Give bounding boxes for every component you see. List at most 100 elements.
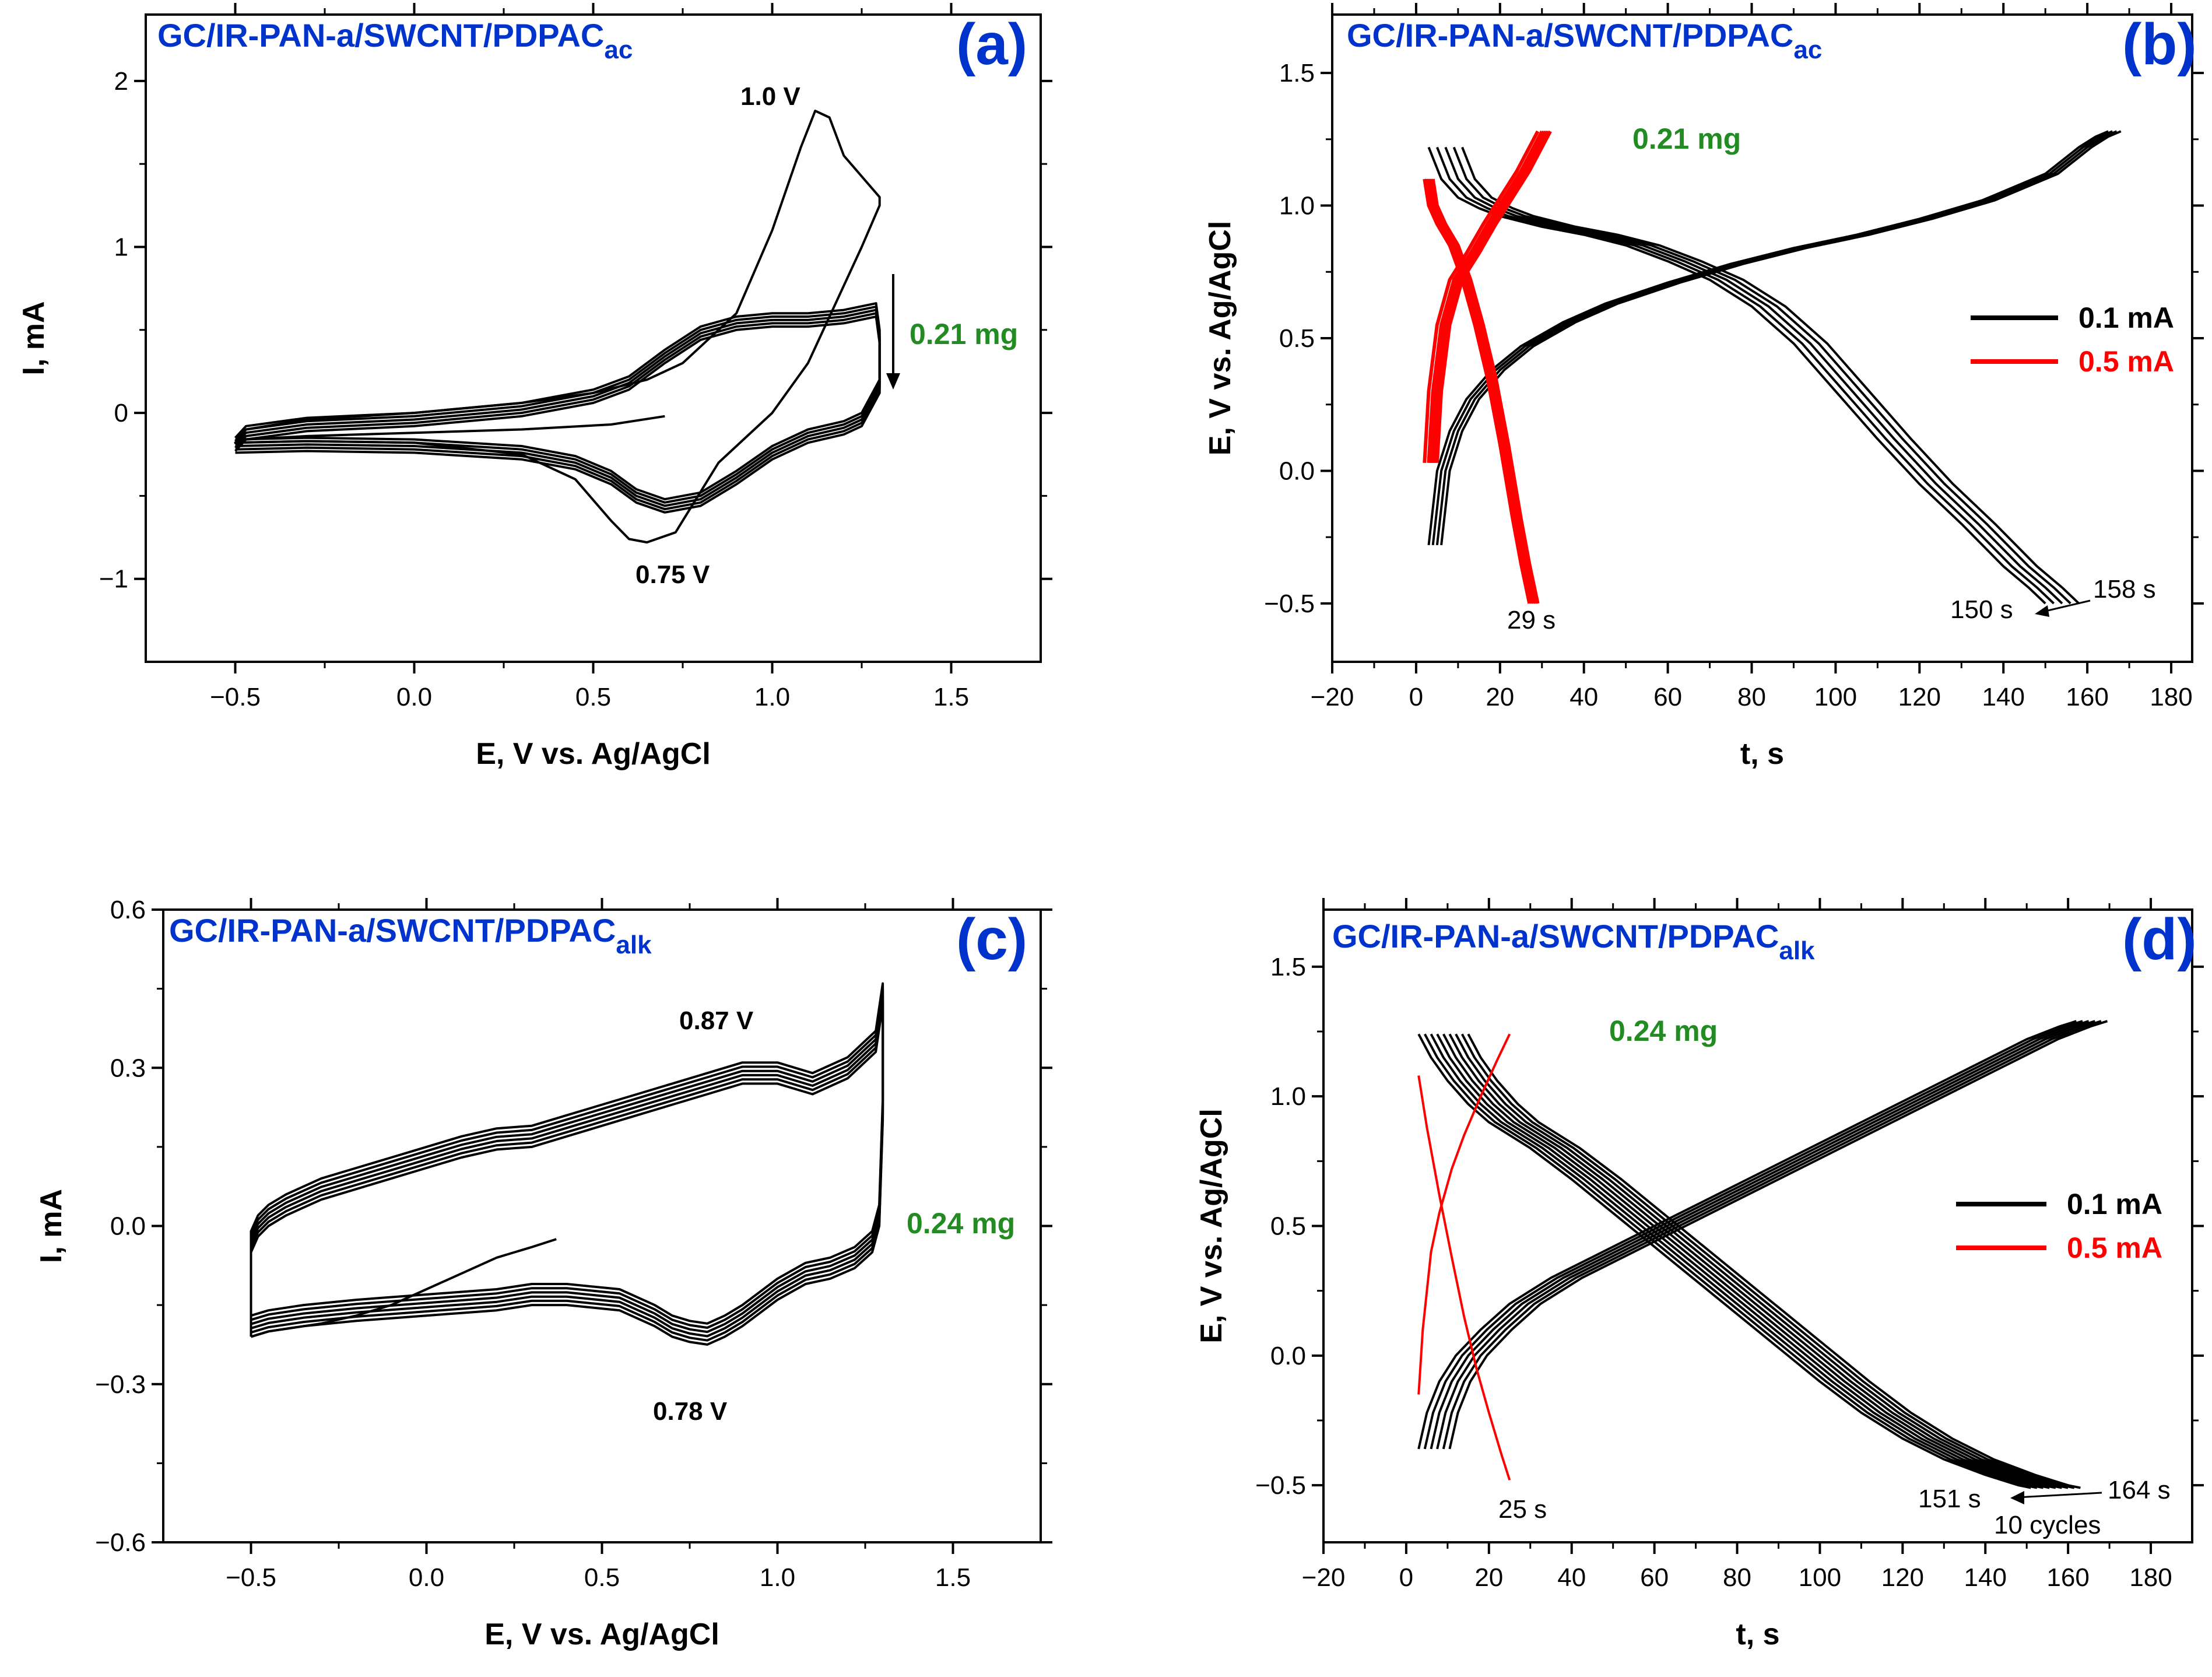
panel-d-label: (d) [2122, 907, 2197, 972]
y-tick-label: 1.5 [1270, 953, 1306, 981]
series-line [1424, 1033, 2038, 1489]
series-line [1427, 130, 1544, 463]
y-tick-label: −0.5 [1264, 590, 1315, 618]
time-label-start: 151 s [1918, 1485, 1981, 1513]
y-tick-label: 1.0 [1279, 192, 1315, 220]
series-line [1424, 178, 1533, 604]
series-line [1435, 130, 2118, 546]
legend-label-0.1mA: 0.1 mA [2078, 301, 2174, 334]
series-line [1436, 1020, 2095, 1450]
mass-label: 0.24 mg [1609, 1015, 1718, 1047]
series-line [1461, 146, 2080, 605]
series-line [1429, 130, 1546, 463]
y-tick-label: −0.3 [95, 1370, 146, 1399]
peak-anodic-label: 0.87 V [679, 1006, 754, 1035]
cycles-label: 10 cycles [1994, 1511, 2101, 1539]
series-line [1427, 146, 2046, 605]
x-axis-label: t, s [1740, 737, 1784, 771]
series-line [1431, 130, 1548, 463]
series-line [234, 305, 881, 504]
y-tick-label: 0.0 [1270, 1342, 1306, 1370]
series-line [1455, 1033, 2069, 1489]
series-line [250, 991, 884, 1334]
y-axis-label: E, V vs. Ag/AgCl [1203, 221, 1237, 456]
x-tick-label: 0.0 [396, 683, 432, 711]
time-label-fast: 25 s [1498, 1495, 1547, 1524]
series-line [1417, 1033, 2031, 1489]
series-line [1435, 130, 1552, 463]
panel-d: −20 0 20 40 60 80 100 120 140 160 180 −0.5 0.0 0.5 1.0… [1195, 898, 2204, 1651]
legend-label-0.5mA: 0.5 mA [2067, 1232, 2162, 1264]
x-tick-label: 60 [1653, 683, 1682, 711]
y-tick-label: −1 [99, 565, 128, 594]
legend: 0.1 mA 0.5 mA [1971, 301, 2174, 378]
time-label-fast: 29 s [1507, 606, 1556, 634]
series-line [234, 312, 881, 511]
x-tick-label: 80 [1737, 683, 1766, 711]
series-line [1423, 1020, 2083, 1450]
x-tick-label: 180 [2129, 1563, 2172, 1592]
legend-label-0.5mA: 0.5 mA [2078, 345, 2174, 378]
x-tick-label: 160 [2046, 1563, 2089, 1592]
y-tick-label: 0.0 [1279, 457, 1315, 485]
legend-label-0.1mA: 0.1 mA [2067, 1188, 2162, 1220]
panel-c-title: GC/IR-PAN-a/SWCNT/PDPACalk [169, 912, 652, 959]
mass-label: 0.24 mg [907, 1207, 1015, 1240]
x-tick-label: 40 [1557, 1563, 1586, 1592]
y-axis-label: I, mA [17, 301, 51, 375]
x-tick-label: 140 [1982, 683, 2025, 711]
x-tick-label: 0.5 [575, 683, 611, 711]
panel-d-title: GC/IR-PAN-a/SWCNT/PDPACalk [1332, 918, 1815, 965]
series-line [1436, 1033, 2050, 1489]
scan-direction-arrow [886, 274, 900, 390]
panel-a-title: GC/IR-PAN-a/SWCNT/PDPACac [157, 17, 633, 64]
y-tick-label: 0.5 [1279, 324, 1315, 353]
series-line [1430, 1033, 2044, 1489]
panel-c-label: (c) [956, 907, 1027, 972]
x-tick-label: 0.0 [409, 1563, 444, 1592]
x-tick-label: 20 [1474, 1563, 1503, 1592]
series-line [1417, 1075, 1511, 1480]
peak-cathodic-label: 0.75 V [635, 560, 710, 589]
y-tick-label: 0 [114, 399, 128, 427]
mass-label: 0.21 mg [1632, 122, 1741, 155]
x-tick-label: 0 [1409, 683, 1423, 711]
series-line [1452, 146, 2071, 605]
y-tick-label: 0.3 [110, 1054, 146, 1082]
series-line [1460, 1033, 2075, 1489]
y-tick-label: 1 [114, 233, 128, 261]
x-tick-label: 40 [1570, 683, 1598, 711]
y-axis-label: E, V vs. Ag/AgCl [1195, 1108, 1228, 1343]
x-tick-label: 60 [1640, 1563, 1669, 1592]
time-label-end: 158 s [2093, 575, 2156, 604]
time-label-end: 164 s [2108, 1476, 2171, 1504]
x-axis-label: E, V vs. Ag/AgCl [484, 1618, 719, 1651]
x-tick-label: 120 [1881, 1563, 1924, 1592]
x-tick-label: 100 [1799, 1563, 1841, 1592]
x-tick-label: 140 [1964, 1563, 2007, 1592]
series-line [234, 308, 881, 507]
x-tick-label: −20 [1311, 683, 1354, 711]
panel-b-label: (b) [2122, 12, 2197, 77]
x-tick-label: 80 [1723, 1563, 1751, 1592]
series-line [1436, 146, 2055, 605]
x-tick-label: 100 [1814, 683, 1857, 711]
series-line [1442, 1033, 2056, 1489]
y-axis-label: I, mA [34, 1189, 68, 1263]
x-tick-label: 20 [1486, 683, 1514, 711]
x-tick-label: 0.5 [584, 1563, 620, 1592]
x-tick-label: −0.5 [226, 1563, 276, 1592]
series-line [1429, 178, 1537, 604]
series-line [1431, 178, 1540, 604]
series-line [1417, 1033, 1511, 1395]
panel-a-label: (a) [956, 12, 1027, 77]
peak-anodic-label: 1.0 V [740, 82, 800, 111]
y-tick-label: 0.6 [110, 896, 146, 924]
time-arrow [2035, 599, 2091, 617]
y-tick-label: 2 [114, 67, 128, 96]
peak-cathodic-label: 0.78 V [653, 1397, 728, 1426]
panel-b: −20 0 20 40 60 80 100 120 140 160 180 −0.5 0.0 0.5 1.0… [1203, 3, 2204, 771]
y-tick-label: 0.0 [110, 1212, 146, 1241]
x-tick-label: 1.0 [760, 1563, 795, 1592]
y-tick-label: 1.0 [1270, 1082, 1306, 1111]
